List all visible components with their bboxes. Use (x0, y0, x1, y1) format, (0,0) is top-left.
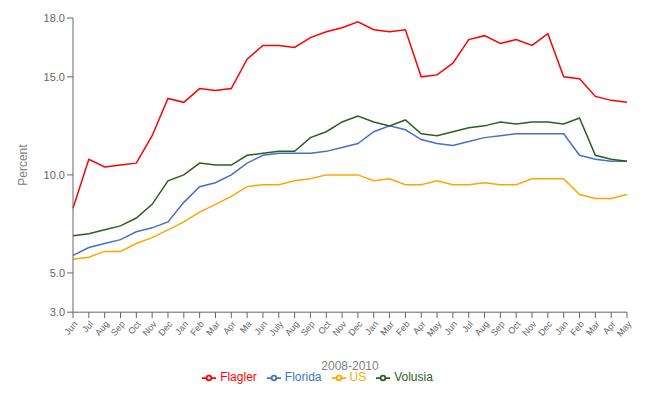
svg-text:Mar: Mar (378, 319, 396, 337)
svg-text:Nov: Nov (331, 319, 349, 338)
svg-text:Jun: Jun (442, 319, 459, 337)
svg-text:Sep: Sep (109, 319, 127, 338)
svg-text:Percent: Percent (16, 144, 30, 186)
svg-text:Jan: Jan (553, 319, 570, 337)
svg-text:15.0: 15.0 (44, 71, 65, 83)
svg-text:Nov: Nov (521, 319, 539, 338)
svg-text:Jan: Jan (363, 319, 380, 337)
svg-text:Dec: Dec (536, 319, 554, 338)
svg-text:May: May (615, 319, 634, 339)
svg-text:Nov: Nov (141, 319, 159, 338)
svg-text:Oct: Oct (126, 319, 143, 337)
svg-text:3.0: 3.0 (50, 306, 65, 318)
svg-text:Apr: Apr (411, 319, 428, 336)
html-text:Florida: Florida (284, 370, 322, 385)
svg-text:Aug: Aug (93, 319, 111, 338)
svg-text:2008-2010: 2008-2010 (321, 359, 379, 373)
svg-text:Aug: Aug (473, 319, 491, 338)
svg-text:Mar: Mar (584, 319, 602, 337)
svg-text:Oct: Oct (506, 319, 523, 337)
svg-text:10.0: 10.0 (44, 169, 65, 181)
svg-text:Jun: Jun (62, 319, 79, 337)
html-text:US: US (349, 370, 367, 385)
svg-text:July: July (267, 319, 285, 338)
svg-text:Feb: Feb (188, 319, 206, 337)
svg-text:Sep: Sep (299, 319, 317, 338)
svg-text:5.0: 5.0 (50, 267, 65, 279)
svg-text:Aug: Aug (283, 319, 301, 338)
svg-text:Dec: Dec (156, 319, 174, 338)
svg-text:Sep: Sep (489, 319, 507, 338)
html-text:Volusia: Volusia (394, 370, 433, 385)
svg-text:18.0: 18.0 (44, 12, 65, 24)
svg-text:Feb: Feb (394, 319, 412, 337)
svg-text:Apr: Apr (221, 319, 238, 336)
svg-text:May: May (425, 319, 444, 339)
svg-text:Jul: Jul (460, 319, 476, 335)
svg-text:Jun: Jun (252, 319, 269, 337)
svg-text:Jul: Jul (80, 319, 96, 335)
svg-text:Oct: Oct (316, 319, 333, 337)
svg-text:Jan: Jan (173, 319, 190, 337)
svg-text:Mar: Mar (204, 319, 222, 337)
svg-text:Dec: Dec (346, 319, 364, 338)
svg-text:Ma: Ma (238, 319, 254, 335)
html-text:Flagler: Flagler (220, 370, 257, 385)
svg-text:Feb: Feb (568, 319, 586, 337)
svg-text:Apr: Apr (601, 319, 618, 336)
